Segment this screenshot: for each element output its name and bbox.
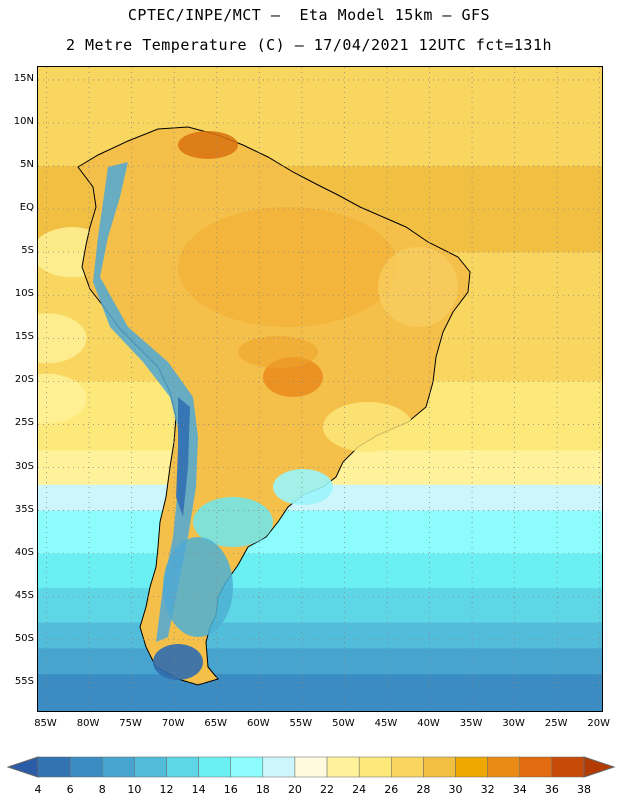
ocean-band-6: [38, 510, 602, 555]
tierra-cold-zone: [153, 644, 203, 680]
pacific-cool-patch-0: [38, 313, 87, 364]
andes-high-peaks: [176, 397, 190, 517]
latitude-label: 10N: [13, 115, 34, 127]
colorbar-swatch-17: [551, 756, 585, 778]
colorbar-swatch-10: [326, 756, 360, 778]
longitude-label: 60W: [246, 718, 270, 729]
colorbar-tick-label: 10: [127, 783, 142, 796]
colorbar-swatch-11: [358, 756, 392, 778]
colorbar-tick-label: 6: [66, 783, 74, 796]
colorbar-swatch-8: [262, 756, 296, 778]
colorbar-swatch-13: [423, 756, 456, 778]
longitude-label: 30W: [502, 718, 525, 729]
ocean-band-9: [38, 622, 602, 650]
longitude-label: 35W: [459, 718, 483, 729]
latitude-label: 30S: [14, 460, 34, 472]
longitude-label: 75W: [119, 718, 142, 729]
colorbar-tick-label: 22: [320, 783, 335, 796]
longitude-label: 50W: [332, 718, 355, 729]
colorbar-swatch-16: [519, 756, 553, 778]
temperature-colorbar: [6, 756, 616, 778]
longitude-label: 45W: [374, 718, 398, 729]
colorbar-tick-label: 24: [352, 783, 367, 796]
colorbar-tick-label: 26: [384, 783, 399, 796]
colorbar-swatch-7: [230, 756, 264, 778]
temperature-map: [38, 67, 602, 711]
latitude-label: 40S: [14, 546, 34, 558]
colorbar-tick-label: 20: [287, 783, 302, 796]
latitude-label: 45S: [14, 589, 34, 601]
ocean-band-7: [38, 553, 602, 590]
longitude-label: 70W: [161, 718, 185, 729]
central-hot-zone: [238, 336, 318, 368]
latitude-label: 15N: [13, 72, 34, 84]
colorbar-tick-label: 34: [512, 783, 527, 796]
colorbar-swatch-4: [134, 756, 167, 778]
latitude-label: EQ: [19, 202, 34, 214]
northeast-warm-zone: [378, 247, 458, 327]
longitude-label: 85W: [34, 718, 57, 729]
map-frame: [37, 66, 603, 712]
ocean-band-11: [38, 674, 602, 711]
map-title-line2: 2 Metre Temperature (C) – 17/04/2021 12U…: [65, 36, 553, 54]
colorbar-swatch-12: [391, 756, 424, 778]
longitude-label: 80W: [76, 718, 100, 729]
colorbar-tick-label: 18: [255, 783, 270, 796]
latitude-label: 35S: [14, 503, 34, 515]
ocean-band-8: [38, 588, 602, 624]
pacific-cool-patch-1: [38, 373, 87, 424]
longitude-label: 20W: [587, 718, 611, 729]
colorbar-min-arrow: [6, 756, 39, 778]
colorbar-swatch-3: [101, 756, 135, 778]
colorbar-tick-label: 4: [34, 783, 42, 796]
latitude-label: 50S: [14, 632, 34, 644]
andes-cold-ridge: [93, 162, 198, 642]
colorbar-tick-label: 14: [191, 783, 206, 796]
colorbar-swatch-6: [198, 756, 231, 778]
colorbar-tick-label: 8: [98, 783, 106, 796]
longitude-label: 25W: [544, 718, 568, 729]
colorbar-swatch-9: [294, 756, 328, 778]
colorbar-tick-label: 38: [577, 783, 591, 796]
colorbar-swatch-14: [455, 756, 488, 778]
longitude-label: 40W: [417, 718, 440, 729]
latitude-label: 5N: [20, 159, 34, 171]
venezuela-hot-zone: [178, 131, 238, 159]
colorbar-tick-label: 30: [448, 783, 463, 796]
latitude-label: 55S: [14, 675, 34, 687]
latitude-label: 15S: [14, 331, 34, 343]
colorbar-swatch-2: [69, 756, 103, 778]
latitude-label: 5S: [21, 245, 34, 257]
latitude-label: 25S: [14, 417, 34, 429]
longitude-label: 55W: [289, 718, 313, 729]
uruguay-cool-zone: [273, 469, 333, 505]
map-title-line1: CPTEC/INPE/MCT – Eta Model 15km – GFS: [127, 6, 491, 24]
colorbar-swatch-1: [37, 756, 71, 778]
longitude-label: 65W: [204, 718, 228, 729]
latitude-label: 20S: [14, 374, 34, 386]
colorbar-max-arrow: [583, 756, 616, 778]
colorbar-tick-label: 36: [544, 783, 559, 796]
colorbar-tick-label: 28: [416, 783, 431, 796]
colorbar-swatch-15: [487, 756, 521, 778]
southeast-mild-zone: [323, 402, 413, 452]
colorbar-swatch-5: [166, 756, 199, 778]
colorbar-tick-label: 16: [223, 783, 238, 796]
land-temperature-layer: [77, 126, 471, 686]
ocean-band-10: [38, 648, 602, 676]
colorbar-tick-label: 12: [159, 783, 174, 796]
colorbar-tick-label: 32: [480, 783, 495, 796]
latitude-label: 10S: [14, 288, 34, 300]
pampas-cool-zone: [193, 497, 273, 547]
amazon-warm-zone: [178, 207, 398, 327]
